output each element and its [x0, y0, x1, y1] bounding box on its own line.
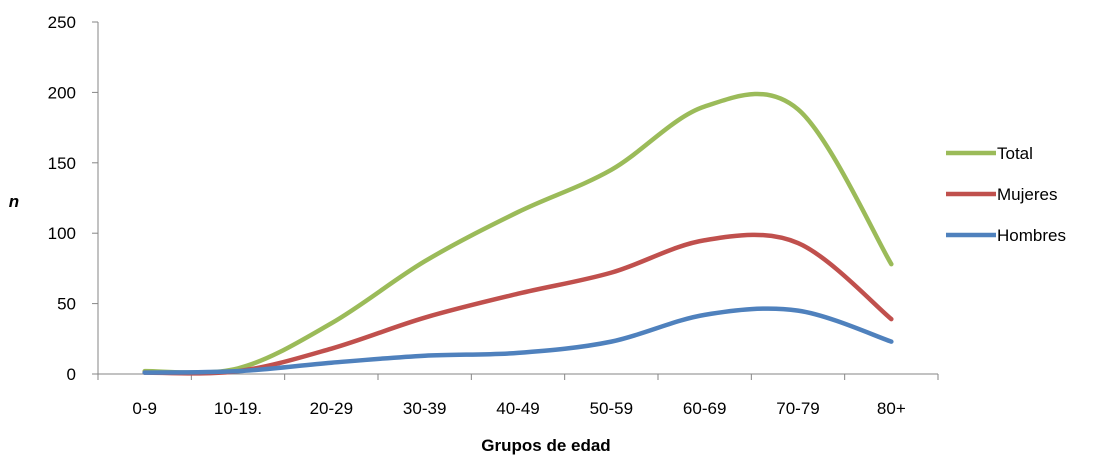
x-tick-label: 60-69 — [683, 399, 726, 418]
series-line-total — [142, 91, 894, 375]
x-axis-title: Grupos de edad — [481, 436, 610, 455]
legend-label-mujeres: Mujeres — [997, 185, 1057, 204]
y-tick-label: 250 — [48, 13, 76, 32]
x-tick-label: 20-29 — [310, 399, 353, 418]
y-tick-label: 0 — [67, 365, 76, 384]
series-line-mujeres — [142, 232, 894, 376]
y-tick-label: 150 — [48, 154, 76, 173]
legend-label-hombres: Hombres — [997, 226, 1066, 245]
legend: Total Mujeres Hombres — [946, 144, 1066, 245]
x-tick-label: 30-39 — [403, 399, 446, 418]
y-axis-title: n — [9, 192, 19, 211]
x-axis: 0-9 10-19. 20-29 30-39 40-49 50-59 60-69 70-79 8… — [97, 373, 939, 418]
x-tick-label: 0-9 — [132, 399, 157, 418]
x-tick-label: 50-59 — [590, 399, 633, 418]
x-tick-label: 80+ — [877, 399, 906, 418]
x-tick-label: 10-19. — [214, 399, 262, 418]
x-tick-label: 40-49 — [496, 399, 539, 418]
y-tick-label: 50 — [57, 295, 76, 314]
y-tick-label: 100 — [48, 224, 76, 243]
x-tick-label: 70-79 — [776, 399, 819, 418]
series-line-hombres — [142, 306, 894, 375]
y-axis: 0 50 100 150 200 250 — [48, 13, 99, 384]
y-tick-label: 200 — [48, 83, 76, 102]
legend-label-total: Total — [997, 144, 1033, 163]
series-lines — [142, 91, 894, 376]
